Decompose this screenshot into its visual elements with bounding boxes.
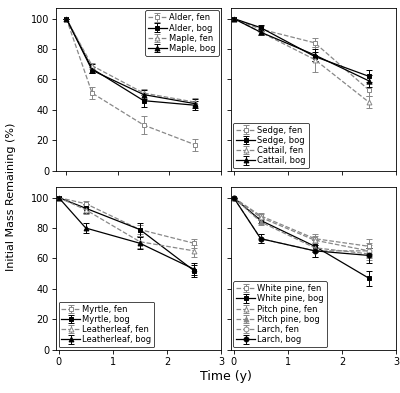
Text: Initial Mass Remaining (%): Initial Mass Remaining (%) (6, 122, 16, 271)
Legend: Sedge, fen, Sedge, bog, Cattail, fen, Cattail, bog: Sedge, fen, Sedge, bog, Cattail, fen, Ca… (234, 123, 309, 168)
Legend: White pine, fen, White pine, bog, Pitch pine, fen, Pitch pine, bog, Larch, fen, : White pine, fen, White pine, bog, Pitch … (234, 281, 327, 347)
Legend: Alder, fen, Alder, bog, Maple, fen, Maple, bog: Alder, fen, Alder, bog, Maple, fen, Mapl… (145, 10, 218, 56)
Text: Time (y): Time (y) (200, 370, 252, 383)
Legend: Myrtle, fen, Myrtle, bog, Leatherleaf, fen, Leatherleaf, bog: Myrtle, fen, Myrtle, bog, Leatherleaf, f… (58, 302, 154, 347)
